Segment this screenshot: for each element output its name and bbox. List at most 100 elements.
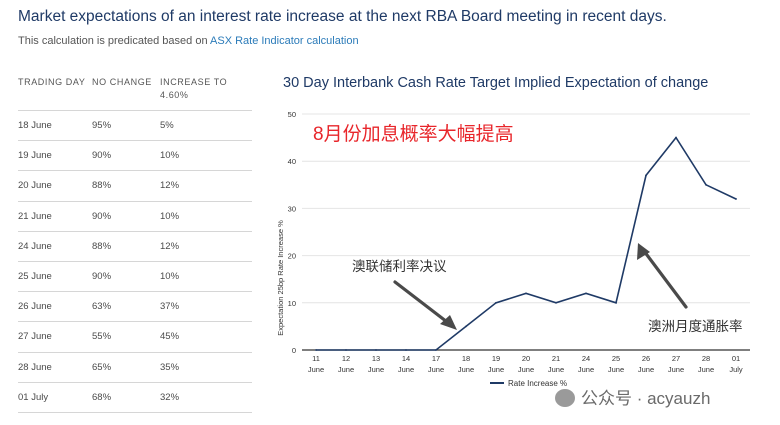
table-row: 19 June 90% 10% [18,140,252,172]
data-point [615,301,617,304]
y-axis-label: Expectation 25bp Rate Increase % [276,220,285,336]
no-change-cell: 55% [92,321,160,353]
column-header-increase: INCREASE TO 4.60% [160,72,252,111]
x-tick-label-month: June [668,365,684,374]
x-tick-label-month: June [398,365,414,374]
data-point [315,349,317,351]
trading-day-cell: 24 June [18,231,92,262]
data-point [465,325,467,328]
x-tick-label-month: June [308,365,324,374]
increase-cell: 45% [160,321,252,353]
annotation-august-hike-probability: 8月份加息概率大幅提高 [313,123,514,145]
x-tick-label-month: June [368,365,384,374]
y-tick-label: 30 [288,204,296,213]
y-tick-label: 40 [288,157,296,166]
data-point [645,174,647,177]
x-tick-label-month: July [729,365,743,374]
x-tick-label-day: 25 [612,354,620,363]
legend: Rate Increase % [490,379,567,388]
no-change-cell: 68% [92,382,160,413]
table-row: 21 June 90% 10% [18,201,252,232]
chart-title: 30 Day Interbank Cash Rate Target Implie… [283,75,709,91]
no-change-cell: 65% [92,352,160,383]
trading-day-cell: 25 June [18,261,92,293]
increase-cell: 12% [160,170,252,202]
no-change-cell: 90% [92,201,160,232]
column-header-trading-day: TRADING DAY [18,72,92,111]
table-row: 01 July 68% 32% [18,382,252,413]
x-tick-label-day: 19 [492,354,500,363]
x-tick-label-day: 14 [402,354,410,363]
increase-cell: 10% [160,140,252,172]
x-tick-label-month: June [698,365,714,374]
table-row: 27 June 55% 45% [18,321,252,353]
increase-cell: 35% [160,352,252,383]
data-point [345,349,347,351]
annotation-arrow-monthly-cpi [637,243,688,309]
wechat-icon [555,389,575,407]
no-change-cell: 88% [92,170,160,202]
y-tick-label: 0 [292,346,296,355]
increase-cell: 12% [160,231,252,262]
trading-day-cell: 18 June [18,110,92,142]
x-tick-label-day: 27 [672,354,680,363]
data-point [495,301,497,304]
x-tick-label-month: June [548,365,564,374]
calculation-note: This calculation is predicated based on … [18,35,359,47]
data-point [585,292,587,295]
x-tick-label-month: June [518,365,534,374]
calculation-note-text: This calculation is predicated based on [18,35,208,47]
trading-day-cell: 27 June [18,321,92,353]
x-tick-label-month: June [638,365,654,374]
column-header-no-change: NO CHANGE [92,72,160,111]
watermark: 公众号 · acyauzh [555,384,710,409]
table-row: 24 June 88% 12% [18,231,252,262]
data-point [405,349,407,351]
annotation-rba-rate-decision: 澳联储利率决议 [352,258,447,274]
x-tick-label-day: 13 [372,354,380,363]
trading-day-cell: 28 June [18,352,92,383]
y-tick-label: 50 [288,110,296,119]
x-tick-label-month: June [608,365,624,374]
x-tick-label-day: 01 [732,354,740,363]
data-point [375,349,377,351]
no-change-cell: 95% [92,110,160,142]
data-point [705,183,707,186]
annotation-monthly-cpi: 澳洲月度通胀率 [648,318,743,334]
data-point [435,349,437,351]
no-change-cell: 88% [92,231,160,262]
trading-day-cell: 01 July [18,382,92,413]
increase-cell: 5% [160,110,252,142]
data-point [525,292,527,295]
table-row: 28 June 65% 35% [18,352,252,383]
x-tick-label-day: 20 [522,354,530,363]
data-point [735,198,737,200]
y-tick-label: 10 [288,299,296,308]
no-change-cell: 63% [92,291,160,323]
asx-rate-indicator-link[interactable]: ASX Rate Indicator calculation [210,35,359,47]
increase-cell: 37% [160,291,252,323]
x-tick-label-day: 12 [342,354,350,363]
x-tick-label-day: 18 [462,354,470,363]
legend-label: Rate Increase % [508,379,567,388]
trading-day-cell: 20 June [18,170,92,202]
increase-cell: 10% [160,261,252,293]
table-header-row: TRADING DAY NO CHANGE INCREASE TO 4.60% [18,72,252,111]
annotation-arrow-rba-decision [393,280,457,330]
increase-cell: 32% [160,382,252,413]
watermark-text: 公众号 · acyauzh [581,389,711,408]
table-row: 25 June 90% 10% [18,261,252,293]
data-point [555,301,557,304]
x-tick-label-month: June [428,365,444,374]
trading-day-cell: 26 June [18,291,92,323]
trading-day-cell: 19 June [18,140,92,172]
x-tick-label-month: June [578,365,594,374]
x-tick-label-day: 11 [312,354,320,363]
table-row: 18 June 95% 5% [18,110,252,142]
data-point [675,136,677,139]
no-change-cell: 90% [92,140,160,172]
x-tick-label-month: June [458,365,474,374]
x-tick-label-day: 28 [702,354,710,363]
page-title: Market expectations of an interest rate … [18,8,667,25]
